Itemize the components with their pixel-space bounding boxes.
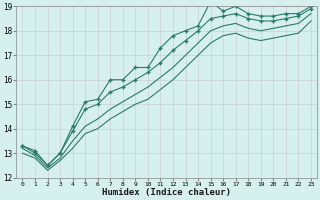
X-axis label: Humidex (Indice chaleur): Humidex (Indice chaleur) (102, 188, 231, 197)
